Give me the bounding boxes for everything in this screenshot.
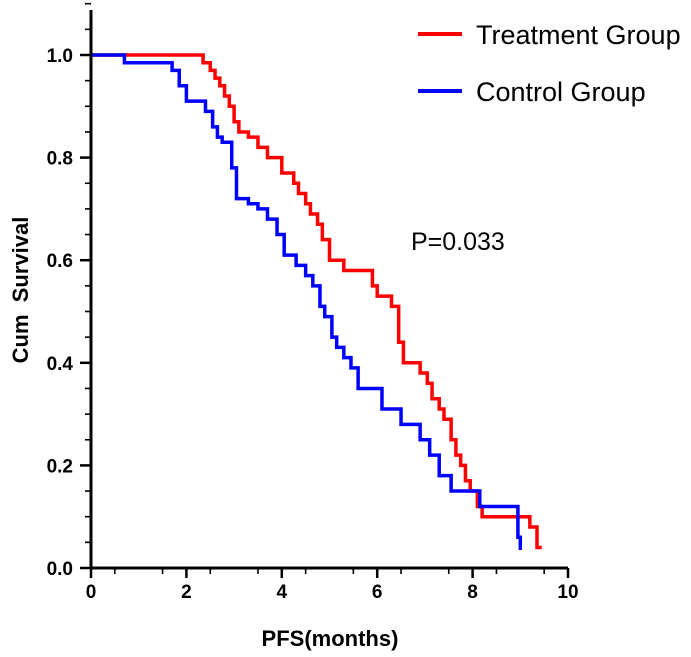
x-tick-label: 6 bbox=[372, 582, 383, 603]
legend-label-treatment: Treatment Group bbox=[476, 20, 681, 50]
legend-label-control: Control Group bbox=[476, 77, 646, 107]
x-tick-label: 2 bbox=[181, 582, 192, 603]
y-tick-label: 1.0 bbox=[47, 46, 73, 67]
x-tick-label: 0 bbox=[86, 582, 97, 603]
legend: Treatment Group Control Group bbox=[418, 20, 681, 107]
y-tick-label: 0.0 bbox=[47, 559, 73, 580]
y-axis-title: Cum Survival bbox=[8, 217, 33, 364]
y-tick-label: 0.4 bbox=[47, 354, 74, 375]
y-tick-label: 0.8 bbox=[47, 149, 73, 170]
x-tick-label: 10 bbox=[557, 582, 578, 603]
y-tick-label: 0.2 bbox=[47, 456, 73, 477]
y-tick-label: 0.6 bbox=[47, 251, 73, 272]
p-value-annotation: P=0.033 bbox=[411, 228, 505, 256]
control-group-line bbox=[91, 53, 523, 551]
x-tick-label: 4 bbox=[277, 582, 288, 603]
treatment-group-line bbox=[91, 53, 542, 550]
x-tick-label: 8 bbox=[467, 582, 478, 603]
x-axis-title: PFS(months) bbox=[262, 626, 399, 651]
